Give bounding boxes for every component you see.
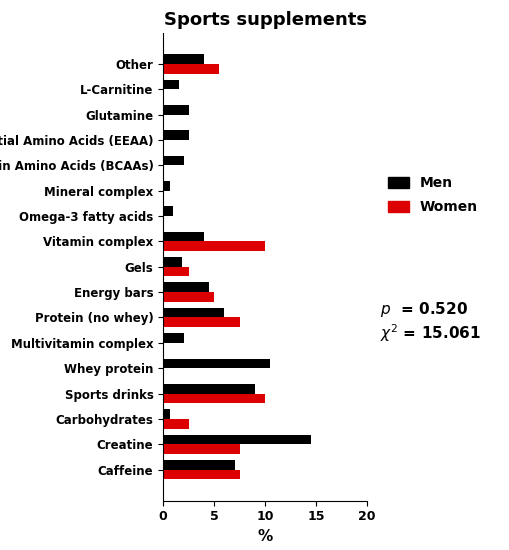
Bar <box>163 105 188 114</box>
Bar <box>163 181 170 191</box>
Bar <box>163 444 239 454</box>
Bar <box>163 80 178 89</box>
X-axis label: %: % <box>257 529 272 544</box>
Bar <box>163 283 209 292</box>
Bar <box>163 54 204 64</box>
Bar <box>163 394 265 403</box>
Bar <box>163 308 224 317</box>
Bar <box>163 359 270 368</box>
Bar <box>163 257 181 267</box>
Bar <box>163 460 234 470</box>
Bar <box>163 156 183 166</box>
Bar <box>163 434 310 444</box>
Bar <box>163 64 219 74</box>
Bar <box>163 384 254 394</box>
Bar <box>163 292 214 302</box>
Bar <box>163 409 170 419</box>
Title: Sports supplements: Sports supplements <box>163 10 366 29</box>
Bar <box>163 317 239 327</box>
Bar <box>163 232 204 241</box>
Text: $\mathit{p}$  = 0.520
$\chi^2$ = 15.061: $\mathit{p}$ = 0.520 $\chi^2$ = 15.061 <box>379 300 480 344</box>
Bar <box>163 267 188 277</box>
Bar <box>163 333 183 343</box>
Bar <box>163 241 265 251</box>
Bar <box>163 419 188 428</box>
Bar <box>163 206 173 216</box>
Legend: Men, Women: Men, Women <box>382 171 483 219</box>
Bar <box>163 130 188 140</box>
Bar <box>163 470 239 479</box>
